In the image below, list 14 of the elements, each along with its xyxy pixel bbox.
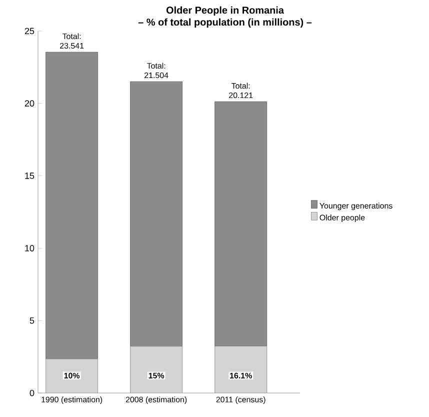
chart-title: Older People in Romania [166, 6, 284, 16]
bar [46, 358, 98, 393]
bar [46, 52, 98, 360]
y-tick-label: 5 [30, 317, 34, 324]
y-tick-label: 15 [25, 172, 34, 179]
y-tick-label: 20 [24, 100, 34, 107]
bar [130, 81, 183, 346]
chart-subtitle: – % of total population (in millions) – [138, 18, 312, 28]
bar [130, 346, 183, 393]
y-tick-label: 0 [30, 390, 34, 396]
y-tick-label: 25 [24, 28, 34, 34]
bar [214, 346, 268, 393]
bar [214, 101, 268, 346]
y-tick-label: 10 [25, 245, 34, 252]
